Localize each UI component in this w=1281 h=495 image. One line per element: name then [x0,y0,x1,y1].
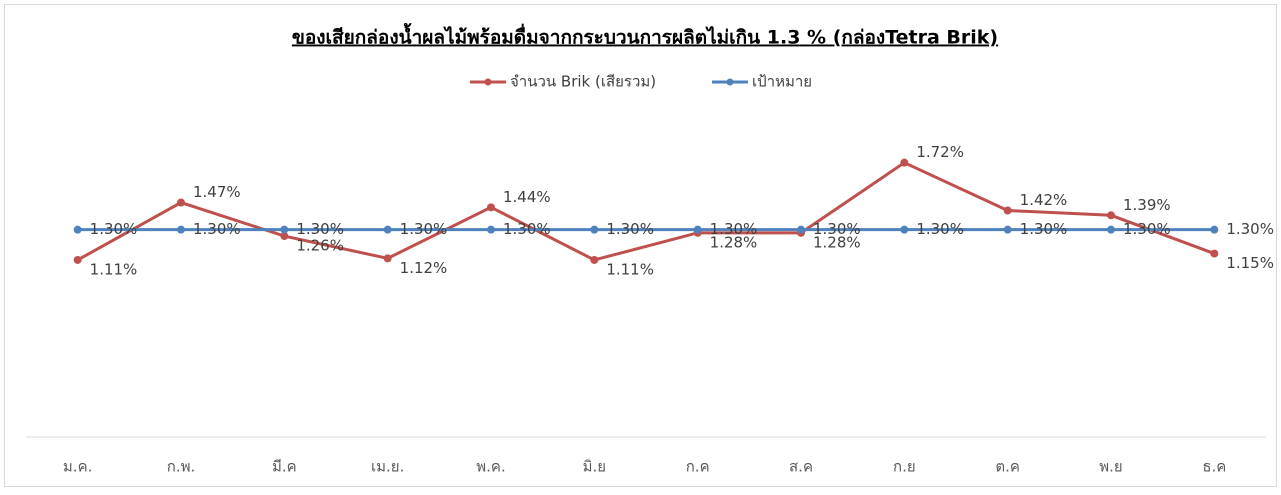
data-label: 1.26% [296,237,344,255]
data-label: 1.39% [1123,196,1171,214]
point [900,158,909,167]
x-tick-label: ธ.ค [1202,458,1226,476]
x-tick-label: ส.ค [789,458,813,476]
data-label: 1.30% [400,220,448,238]
x-tick-label: ต.ค [995,458,1020,476]
point [280,232,289,241]
data-label: 1.15% [1226,254,1274,272]
data-label: 1.44% [503,188,551,206]
data-label: 1.30% [90,220,138,238]
data-label: 1.11% [90,260,138,278]
point [383,225,392,234]
data-label: 1.28% [813,233,861,251]
x-tick-label: พ.ย [1099,458,1122,476]
point [1107,211,1115,220]
x-tick-label: มี.ค [272,458,297,476]
point [1210,225,1219,234]
data-label: 1.30% [503,220,551,238]
point [693,225,702,234]
data-label: 1.30% [813,220,861,238]
point [383,254,392,263]
data-label: 1.30% [193,220,241,238]
point [900,225,909,234]
data-label: 1.72% [916,143,964,161]
chart-title: ของเสียกล่องน้ำผลไม้พร้อมดื่มจากกระบวนกา… [292,23,998,49]
point [1210,249,1219,258]
point [487,203,495,212]
point [177,198,185,207]
data-label: 1.30% [1020,220,1068,238]
x-tick-label: ก.พ. [167,458,196,476]
x-tick-label: ม.ค. [63,458,92,476]
data-label: 1.12% [400,259,448,277]
data-label: 1.47% [193,183,241,201]
point [590,255,599,264]
data-label: 1.30% [916,220,964,238]
data-label: 1.30% [606,220,654,238]
point [1107,225,1115,234]
point [73,225,82,234]
point [177,225,185,234]
legend-label: เป้าหมาย [752,73,812,91]
data-label: 1.42% [1020,191,1068,209]
data-label: 1.30% [296,220,344,238]
chart-border [4,4,1277,487]
data-label: 1.28% [710,233,758,251]
legend-label: จำนวน Brik (เสียรวม) [510,73,656,91]
x-tick-label: ก.ค [686,458,710,476]
x-tick-label: เม.ย. [371,458,404,476]
data-label: 1.30% [710,220,758,238]
point [590,225,599,234]
data-label: 1.30% [1226,220,1274,238]
point [1003,225,1012,234]
x-tick-label: ก.ย [893,458,916,476]
legend-marker [726,78,734,86]
point [280,225,289,234]
point [1003,206,1012,215]
point [797,225,805,234]
data-label: 1.11% [606,260,654,278]
point [73,255,82,264]
x-tick-label: มิ.ย [583,458,606,476]
x-tick-label: พ.ค. [476,458,505,476]
legend-marker [484,78,492,86]
data-label: 1.30% [1123,220,1171,238]
point [487,225,495,234]
